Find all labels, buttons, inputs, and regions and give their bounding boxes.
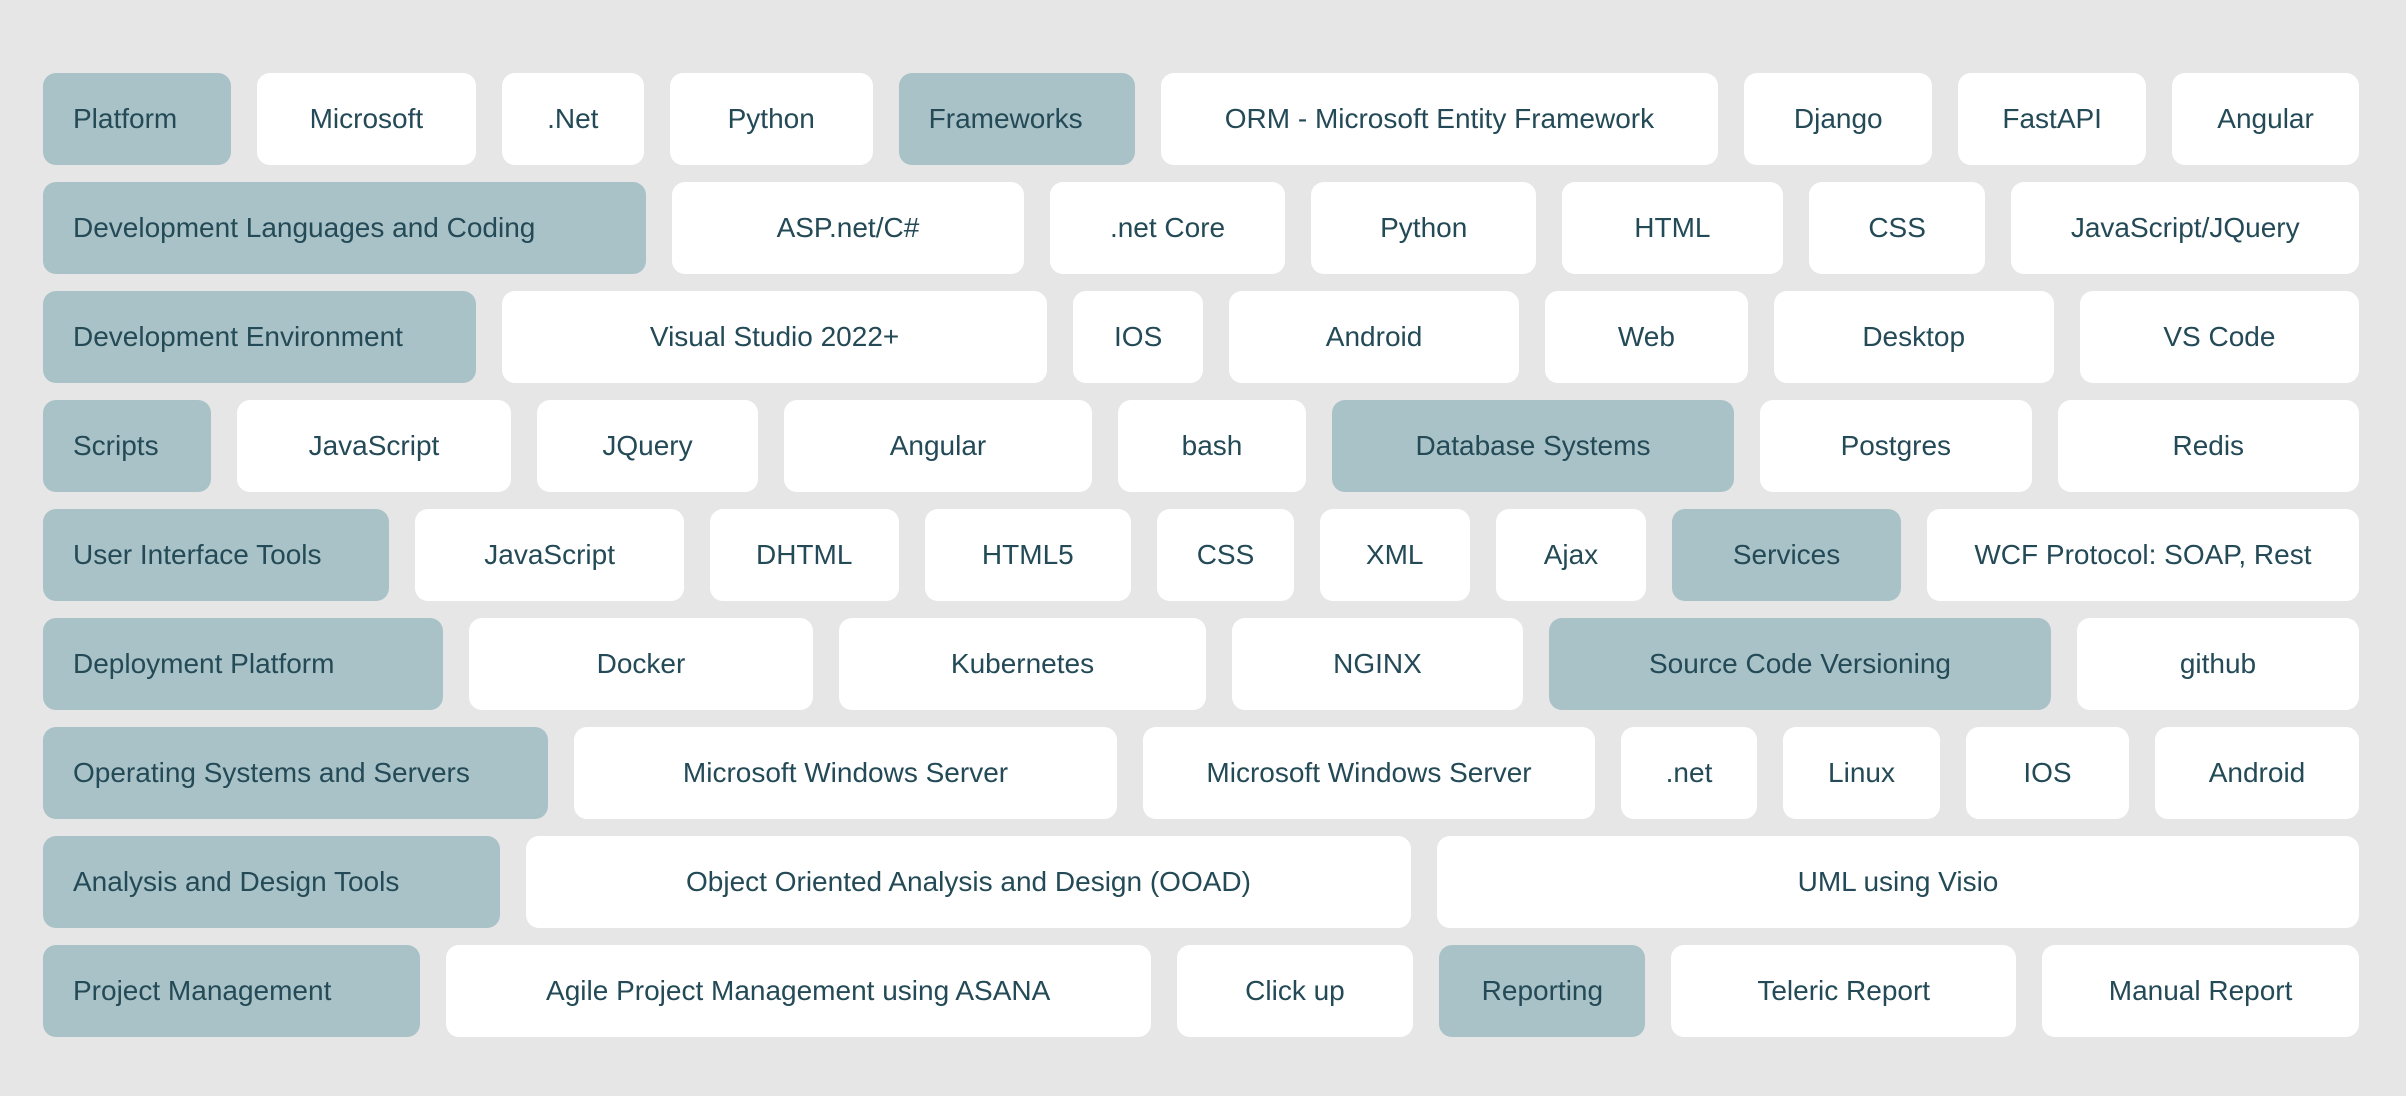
- skill-tag-css: CSS: [1808, 182, 1986, 274]
- skills-grid: Platform Microsoft .Net Python Frameworks ORM…: [43, 73, 2360, 1037]
- skill-tag-microsoft: Microsoft: [256, 73, 476, 165]
- skill-tag-nginx: NGINX: [1232, 618, 1523, 710]
- skill-tag-javascript: JavaScript: [415, 509, 684, 601]
- category-label-source-code-versioning: Source Code Versioning: [1549, 618, 2051, 710]
- category-label-reporting: Reporting: [1439, 945, 1646, 1037]
- skill-tag-object-oriented-analysis-and-design-ooad: Object Oriented Analysis and Design (OOA…: [526, 836, 1411, 928]
- skill-tag-javascript: JavaScript: [236, 400, 512, 492]
- skill-tag-orm-microsoft-entity-framework: ORM - Microsoft Entity Framework: [1160, 73, 1719, 165]
- skills-row: Operating Systems and Servers Microsoft W…: [43, 727, 2359, 819]
- skill-tag-html5: HTML5: [924, 509, 1132, 601]
- skill-tag-bash: bash: [1118, 400, 1306, 492]
- category-label-user-interface-tools: User Interface Tools: [43, 509, 390, 601]
- skill-tag-python: Python: [1311, 182, 1537, 274]
- category-label-deployment-platform: Deployment Platform: [43, 618, 443, 710]
- skill-tag-wcf-protocol-soap-rest: WCF Protocol: SOAP, Rest: [1926, 509, 2360, 601]
- category-label-database-systems: Database Systems: [1331, 400, 1735, 492]
- skill-tag-desktop: Desktop: [1773, 291, 2054, 383]
- skill-tag-xml: XML: [1319, 509, 1470, 601]
- skill-tag-net: .Net: [501, 73, 644, 165]
- skill-tag-visual-studio-2022: Visual Studio 2022+: [501, 291, 1048, 383]
- skill-tag-postgres: Postgres: [1760, 400, 2032, 492]
- skills-row: Development Languages and Coding ASP.net/…: [43, 182, 2359, 274]
- skills-row: Project Management Agile Project Manageme…: [43, 945, 2360, 1037]
- category-label-platform: Platform: [43, 73, 231, 165]
- skill-tag-microsoft-windows-server: Microsoft Windows Server: [1143, 727, 1595, 819]
- skill-tag-web: Web: [1545, 291, 1748, 383]
- category-label-scripts: Scripts: [43, 400, 211, 492]
- category-label-development-languages-and-coding: Development Languages and Coding: [43, 182, 647, 274]
- skill-tag-docker: Docker: [469, 618, 813, 710]
- skill-tag-ajax: Ajax: [1495, 509, 1647, 601]
- skills-row: Scripts JavaScript JQuery Angular bash Databa…: [43, 400, 2359, 492]
- skill-tag-teleric-report: Teleric Report: [1671, 945, 2017, 1037]
- skills-row: User Interface Tools JavaScript DHTML HTML5…: [43, 509, 2360, 601]
- skill-tag-uml-using-visio: UML using Visio: [1437, 836, 2359, 928]
- skill-tag-android: Android: [2155, 727, 2359, 819]
- skills-row: Analysis and Design Tools Object Oriented…: [43, 836, 2359, 928]
- skill-tag-angular: Angular: [2172, 73, 2360, 165]
- skill-tag-vs-code: VS Code: [2079, 291, 2360, 383]
- skill-tag-python: Python: [669, 73, 873, 165]
- skill-tag-github: github: [2077, 618, 2359, 710]
- skill-tag-javascript-jquery: JavaScript/JQuery: [2011, 182, 2359, 274]
- skill-tag-linux: Linux: [1783, 727, 1940, 819]
- category-label-project-management: Project Management: [43, 945, 420, 1037]
- skill-tag-css: CSS: [1157, 509, 1294, 601]
- skills-row: Deployment Platform Docker Kubernetes NGINX…: [43, 618, 2359, 710]
- skill-tag-fastapi: FastAPI: [1958, 73, 2147, 165]
- skill-tag-microsoft-windows-server: Microsoft Windows Server: [574, 727, 1117, 819]
- category-label-development-environment: Development Environment: [43, 291, 476, 383]
- skill-tag-net: .net: [1621, 727, 1757, 819]
- skill-tag-django: Django: [1744, 73, 1933, 165]
- category-label-operating-systems-and-servers: Operating Systems and Servers: [43, 727, 548, 819]
- skill-tag-manual-report: Manual Report: [2042, 945, 2360, 1037]
- category-label-analysis-and-design-tools: Analysis and Design Tools: [43, 836, 500, 928]
- skill-tag-dhtml: DHTML: [709, 509, 899, 601]
- category-label-frameworks: Frameworks: [898, 73, 1135, 165]
- skill-tag-html: HTML: [1562, 182, 1783, 274]
- skill-tag-android: Android: [1228, 291, 1520, 383]
- skill-tag-ios: IOS: [1073, 291, 1203, 383]
- skill-tag-redis: Redis: [2057, 400, 2359, 492]
- skill-tag-ios: IOS: [1966, 727, 2129, 819]
- skill-tag-asp-net-c: ASP.net/C#: [672, 182, 1024, 274]
- skill-tag-kubernetes: Kubernetes: [839, 618, 1206, 710]
- category-label-services: Services: [1672, 509, 1901, 601]
- skill-tag-click-up: Click up: [1176, 945, 1414, 1037]
- skills-row: Platform Microsoft .Net Python Frameworks ORM…: [43, 73, 2360, 165]
- skill-tag-net-core: .net Core: [1049, 182, 1286, 274]
- skill-tag-angular: Angular: [783, 400, 1093, 492]
- skills-row: Development Environment Visual Studio 202…: [43, 291, 2360, 383]
- skill-tag-jquery: JQuery: [537, 400, 758, 492]
- skill-tag-agile-project-management-using-asana: Agile Project Management using ASANA: [445, 945, 1151, 1037]
